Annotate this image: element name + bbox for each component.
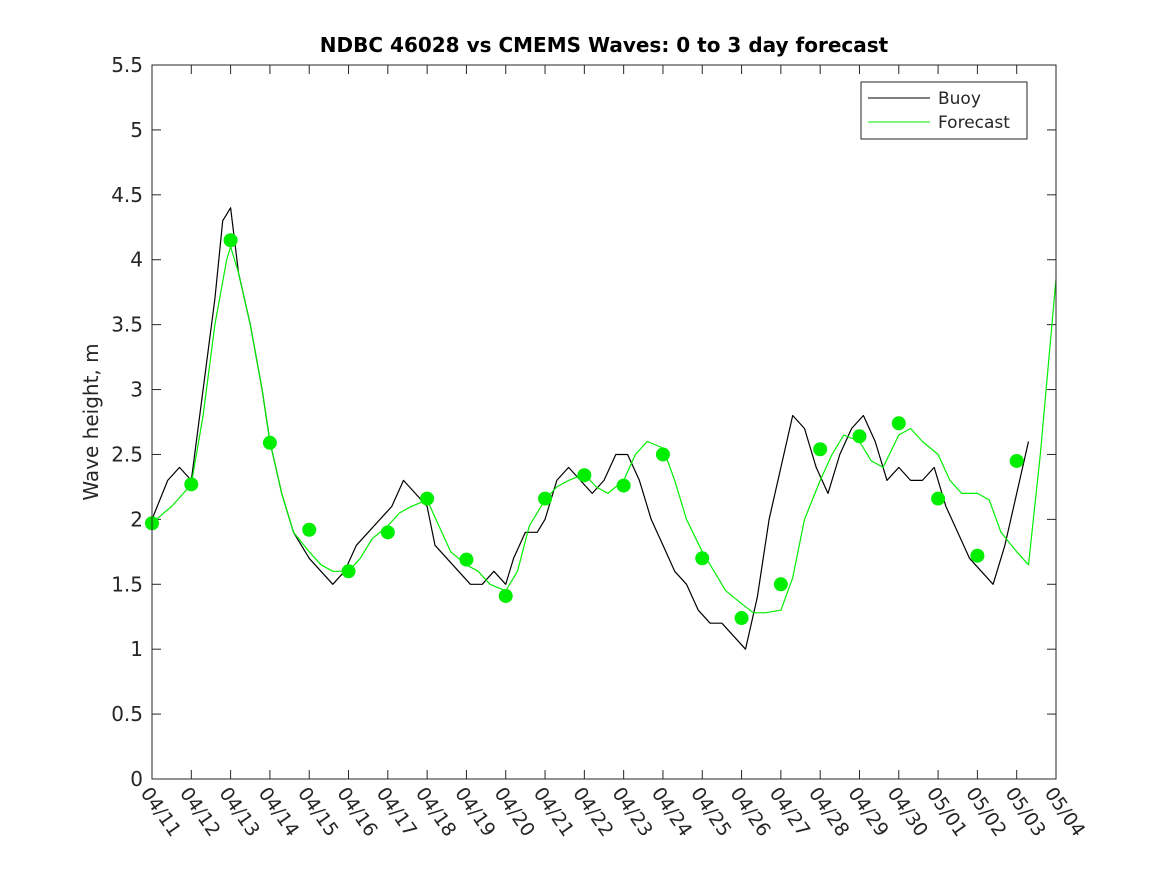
- y-tick-label: 5.5: [111, 53, 143, 77]
- plot-frame: [151, 64, 1057, 780]
- y-tick-label: 4.5: [111, 183, 143, 207]
- forecast-markers: [145, 233, 1024, 626]
- forecast-marker: [577, 468, 592, 483]
- forecast-marker: [380, 525, 395, 540]
- y-tick-label: 1.5: [111, 572, 143, 596]
- forecast-marker: [655, 447, 670, 462]
- legend-forecast-label: Forecast: [938, 113, 1010, 133]
- forecast-marker: [813, 442, 828, 457]
- y-tick-label: 0: [130, 767, 143, 791]
- forecast-marker: [734, 611, 749, 626]
- forecast-marker: [616, 478, 631, 493]
- forecast-marker: [970, 548, 985, 563]
- forecast-marker: [891, 416, 906, 431]
- y-tick-label: 3.5: [111, 313, 143, 337]
- y-tick-label: 2.5: [111, 442, 143, 466]
- legend: Buoy Forecast: [860, 81, 1028, 140]
- forecast-marker: [695, 551, 710, 566]
- y-tick-label: 5: [130, 118, 143, 142]
- y-tick-label: 1: [130, 637, 143, 661]
- forecast-marker: [223, 233, 238, 248]
- forecast-marker: [538, 491, 553, 506]
- forecast-marker: [302, 522, 317, 537]
- forecast-marker: [1009, 453, 1024, 468]
- forecast-marker: [931, 491, 946, 506]
- y-axis-ticks: 0 0.5 1 1.5 2 2.5 3 3.5 4 4.5 5 5.5: [111, 53, 1056, 791]
- forecast-marker: [773, 577, 788, 592]
- legend-buoy-label: Buoy: [938, 89, 981, 109]
- y-tick-label: 2: [130, 507, 143, 531]
- y-axis-label: Wave height, m: [79, 343, 103, 500]
- legend-box: [860, 81, 1028, 140]
- y-tick-label: 0.5: [111, 702, 143, 726]
- forecast-marker: [341, 564, 356, 579]
- forecast-marker: [852, 429, 867, 444]
- forecast-marker: [420, 491, 435, 506]
- forecast-marker: [184, 477, 199, 492]
- forecast-marker: [459, 552, 474, 567]
- forecast-marker: [262, 435, 277, 450]
- chart-title: NDBC 46028 vs CMEMS Waves: 0 to 3 day fo…: [320, 33, 889, 57]
- plot-area: [152, 65, 1056, 779]
- y-tick-label: 3: [130, 378, 143, 402]
- forecast-marker: [498, 588, 513, 603]
- y-tick-label: 4: [130, 248, 143, 272]
